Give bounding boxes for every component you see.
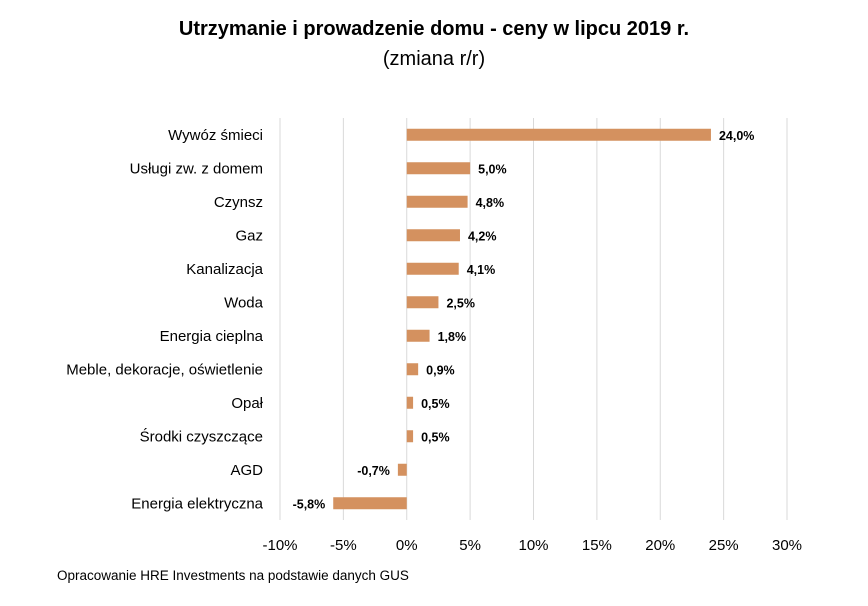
data-label: 4,2% <box>468 229 497 243</box>
x-tick-label: -10% <box>262 537 297 554</box>
data-label: 0,5% <box>421 430 450 444</box>
category-label: Meble, dekoracje, oświetlenie <box>66 361 263 378</box>
data-label: 0,5% <box>421 397 450 411</box>
category-label: AGD <box>230 462 263 479</box>
bar <box>406 296 439 309</box>
chart-subtitle: (zmiana r/r) <box>382 48 486 70</box>
data-label: 5,0% <box>478 162 507 176</box>
category-label: Energia elektryczna <box>131 495 263 512</box>
data-label: 2,5% <box>446 296 475 310</box>
x-tick-label: 30% <box>772 537 802 554</box>
category-label: Środki czyszczące <box>140 427 263 445</box>
x-tick-label: 20% <box>645 537 675 554</box>
bar <box>333 497 407 510</box>
data-label: -5,8% <box>293 497 326 511</box>
bar <box>406 262 459 275</box>
category-label: Gaz <box>235 227 263 244</box>
category-label: Czynsz <box>214 194 263 211</box>
category-labels: Wywóz śmieci Usługi zw. z domem Czynsz Gaz K… <box>66 127 263 513</box>
x-tick-label: 5% <box>459 537 481 554</box>
data-label: 4,8% <box>476 196 505 210</box>
category-label: Kanalizacja <box>186 261 263 278</box>
category-label: Usługi zw. z domem <box>130 160 263 177</box>
data-labels: 24,0% 5,0% 4,8% 4,2% 4,1% 2,5% 1,8% 0,9% 0,5% 0,5… <box>293 129 755 512</box>
data-label: -0,7% <box>357 464 390 478</box>
bar <box>406 162 471 175</box>
bar <box>406 128 711 141</box>
x-tick-label: 15% <box>582 537 612 554</box>
data-label: 0,9% <box>426 363 455 377</box>
data-label: 4,1% <box>467 263 496 277</box>
source-note: Opracowanie HRE Investments na podstawie… <box>57 568 409 583</box>
x-tick-label: 25% <box>709 537 739 554</box>
x-tick-label: 10% <box>518 537 548 554</box>
bar <box>397 463 407 476</box>
bar <box>406 329 430 342</box>
category-label: Wywóz śmieci <box>168 127 263 144</box>
category-label: Energia cieplna <box>160 328 264 345</box>
gridlines <box>279 118 788 520</box>
bar <box>406 396 414 409</box>
category-label: Opał <box>231 395 263 412</box>
chart-title: Utrzymanie i prowadzenie domu - ceny w l… <box>178 18 690 40</box>
bars <box>333 128 711 510</box>
bar <box>406 229 460 242</box>
x-tick-label: 0% <box>396 537 418 554</box>
x-tick-label: -5% <box>330 537 357 554</box>
data-label: 1,8% <box>438 330 467 344</box>
x-axis-tick-labels: -10% -5% 0% 5% 10% 15% 20% 25% 30% <box>262 537 802 554</box>
category-label: Woda <box>224 294 264 311</box>
bar <box>406 363 419 376</box>
data-label: 24,0% <box>719 129 754 143</box>
bar <box>406 195 468 208</box>
bar <box>406 430 414 443</box>
